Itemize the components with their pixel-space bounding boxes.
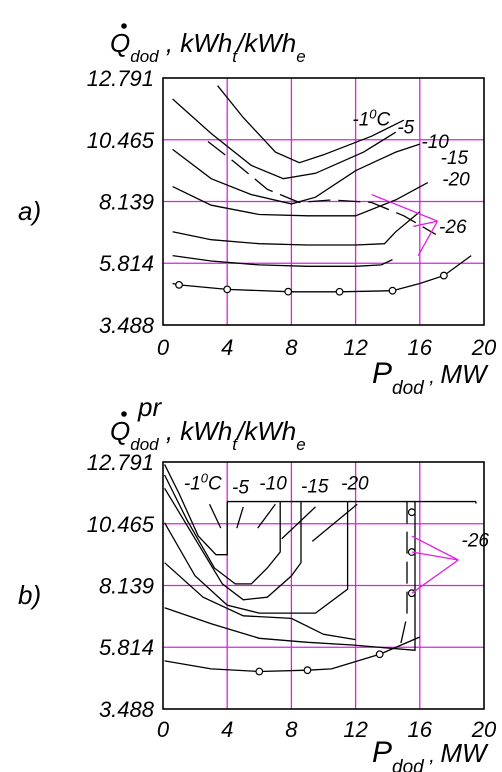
x-tick-label: 8: [285, 335, 298, 360]
series-line: [399, 501, 408, 646]
callout-line: [413, 220, 438, 228]
series-label: -10C: [184, 470, 222, 495]
panel-b-chart: 0 4 8 12 16 20 12.791 10.465 8.139 5.814 3.488 Qdod…: [18, 392, 497, 772]
data-point: [175, 280, 183, 289]
series-line: [164, 464, 228, 556]
panel-label: b): [18, 580, 41, 610]
q-dot: [121, 23, 127, 29]
data-point: [375, 650, 384, 659]
x-tick-label: 16: [408, 717, 433, 742]
series-label: -5: [232, 478, 249, 499]
series-line: [172, 211, 421, 246]
x-tick-label: 4: [221, 717, 233, 742]
x-tick-label: 12: [343, 335, 367, 360]
x-tick-label: 16: [408, 335, 433, 360]
series-line: [217, 85, 405, 164]
x-axis-label: Pdod , MW: [372, 357, 489, 399]
series-line: [172, 143, 421, 205]
x-tick-label: 0: [157, 717, 170, 742]
panel-a-chart: 0 4 8 12 16 20 12.791 10.465 8.139 5.814 3.488 Qdod…: [18, 23, 497, 399]
y-tick-label: 12.791: [87, 450, 154, 475]
y-tick-label: 3.488: [99, 697, 155, 722]
series-label: -15: [441, 148, 469, 169]
y-tick-label: 10.465: [87, 512, 155, 537]
data-point: [439, 271, 448, 280]
x-tick-label: 0: [157, 335, 170, 360]
x-tick-label: 20: [471, 335, 497, 360]
y-axis-label: Qdod , kWht/kWhe: [110, 416, 306, 454]
series-line: [164, 562, 356, 641]
y-tick-label: 10.465: [87, 128, 155, 153]
panel-label: a): [18, 196, 41, 226]
leader-line: [257, 503, 276, 529]
callout-line: [417, 220, 439, 256]
series-label: -10C: [352, 106, 390, 131]
series-line: [164, 501, 416, 652]
data-point: [255, 667, 264, 676]
series-label: -15: [301, 476, 329, 497]
data-point: [335, 287, 344, 296]
series-line: [207, 140, 437, 235]
callout-line: [411, 551, 459, 561]
series-label: -5: [397, 118, 414, 139]
series-line: [172, 254, 393, 267]
series-line: [172, 182, 429, 217]
x-tick-label: 20: [471, 717, 497, 742]
series-line: [172, 98, 397, 180]
series-label: -20: [341, 474, 369, 495]
series-label: -10: [421, 132, 449, 153]
data-point: [407, 508, 416, 517]
y-tick-label: 5.814: [99, 635, 154, 660]
y-tick-label: 8.139: [99, 190, 154, 215]
leader-line: [311, 503, 358, 542]
x-tick-label: 12: [343, 717, 367, 742]
data-point: [303, 666, 312, 675]
callout-line: [371, 193, 438, 222]
y-axis-label: Qdod , kWht/kWhe: [110, 28, 306, 66]
x-axis-label: Pdod , MW: [372, 736, 489, 772]
leader-line: [281, 506, 316, 540]
series-line: [164, 501, 349, 614]
data-point: [284, 287, 293, 296]
y-tick-label: 12.791: [87, 66, 154, 91]
data-point: [223, 285, 232, 294]
y-tick-label: 8.139: [99, 574, 154, 599]
y-axis-label-sup: pr: [137, 392, 162, 422]
plot-frame: [162, 461, 485, 710]
series-label: -26: [439, 217, 467, 238]
leader-line: [208, 503, 222, 529]
callout-line: [411, 559, 459, 594]
series-line: [164, 474, 281, 585]
plot-frame: [162, 77, 485, 326]
data-point: [388, 286, 397, 295]
series-label: -10: [259, 474, 287, 495]
callout-line: [411, 535, 459, 561]
series-label: -20: [442, 169, 470, 190]
x-tick-label: 8: [285, 717, 298, 742]
leader-line: [236, 506, 244, 529]
y-tick-label: 3.488: [99, 313, 155, 338]
series-line: [164, 487, 302, 601]
y-tick-label: 5.814: [99, 251, 154, 276]
x-tick-label: 4: [221, 335, 233, 360]
series-label: -26: [462, 531, 490, 552]
q-dot: [121, 411, 127, 417]
